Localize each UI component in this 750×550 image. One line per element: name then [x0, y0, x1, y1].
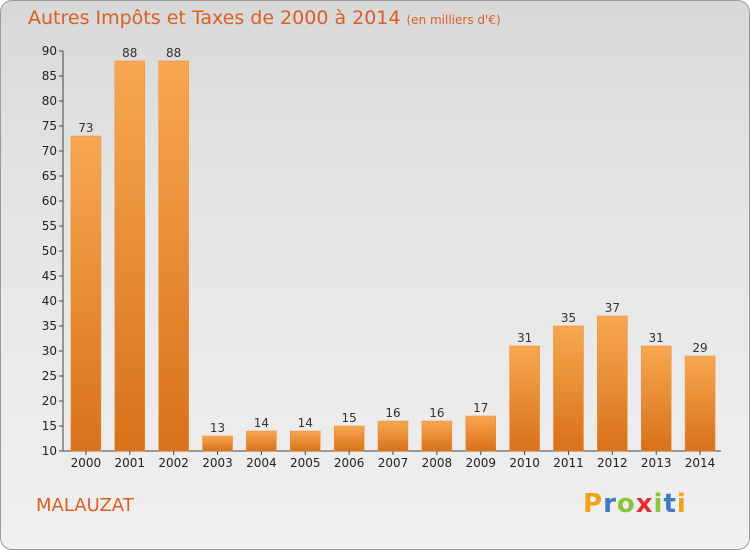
x-tick-label-2004: 2004	[246, 456, 277, 470]
y-tick-label: 45	[42, 269, 57, 283]
proxiti-logo: Proxiti	[583, 489, 687, 519]
bar-outline	[597, 315, 628, 452]
logo-letter: x	[635, 489, 654, 519]
y-tick-label: 20	[42, 394, 57, 408]
bar-outline	[70, 135, 102, 452]
x-tick-label-2014: 2014	[685, 456, 716, 470]
y-tick-label: 75	[42, 119, 57, 133]
logo-letter: o	[616, 489, 636, 519]
x-tick-label-2003: 2003	[202, 456, 233, 470]
place-name: MALAUZAT	[36, 495, 134, 516]
bar-2012	[597, 316, 628, 451]
x-tick-label-2012: 2012	[597, 456, 628, 470]
value-label-2006: 15	[341, 411, 356, 425]
x-tick-label-2010: 2010	[509, 456, 540, 470]
bar-2013	[641, 346, 672, 451]
chart-title-text: Autres Impôts et Taxes de 2000 à 2014	[28, 7, 401, 29]
x-tick-label-2006: 2006	[334, 456, 365, 470]
value-label-2012: 37	[605, 301, 620, 315]
bar-2004	[246, 431, 277, 451]
y-tick-label: 55	[42, 219, 57, 233]
y-tick-label: 85	[42, 69, 57, 83]
bar-outline	[333, 425, 365, 452]
labels: 73 2000 88 2001 88 2002 13 2003 14 2004 14 2005 15 20…	[71, 46, 716, 470]
logo-letter: i	[653, 489, 664, 519]
y-tick-label: 10	[42, 444, 57, 458]
bar-outline	[114, 60, 146, 452]
bar-2011	[553, 326, 584, 451]
y-tick-label: 30	[42, 344, 57, 358]
y-tick-label: 65	[42, 169, 57, 183]
value-label-2009: 17	[473, 401, 488, 415]
x-tick-label-2005: 2005	[290, 456, 321, 470]
bar-2008	[421, 421, 452, 451]
x-tick-label-2000: 2000	[71, 456, 102, 470]
y-tick-label: 25	[42, 369, 57, 383]
y-tick-label: 50	[42, 244, 57, 258]
bar-2005	[290, 431, 321, 451]
bar-2003	[202, 436, 233, 451]
x-tick-label-2001: 2001	[115, 456, 146, 470]
value-label-2008: 16	[429, 406, 444, 420]
y-tick-label: 60	[42, 194, 57, 208]
value-label-2014: 29	[692, 341, 707, 355]
bar-outline	[684, 355, 716, 452]
logo-letter: i	[676, 489, 687, 519]
logo-letter: P	[583, 489, 604, 519]
bar-outline	[465, 415, 496, 452]
value-label-2011: 35	[561, 311, 576, 325]
value-label-2010: 31	[517, 331, 532, 345]
bar-outline	[553, 325, 584, 452]
value-label-2004: 14	[254, 416, 269, 430]
bar-2006	[334, 426, 365, 451]
bar-2001	[114, 61, 145, 451]
bar-2000	[70, 136, 101, 451]
x-tick-label-2007: 2007	[378, 456, 409, 470]
value-label-2001: 88	[122, 46, 137, 60]
y-tick-label: 40	[42, 294, 57, 308]
x-tick-label-2002: 2002	[158, 456, 189, 470]
bar-2007	[378, 421, 408, 451]
value-label-2003: 13	[210, 421, 225, 435]
value-label-2000: 73	[78, 121, 93, 135]
bar-outline	[421, 420, 453, 452]
bar-outline	[246, 430, 277, 452]
bar-outline	[158, 60, 189, 452]
value-label-2013: 31	[649, 331, 664, 345]
bar-outline	[377, 420, 409, 452]
bar-outline	[640, 345, 672, 452]
value-label-2002: 88	[166, 46, 181, 60]
bar-2014	[685, 356, 716, 451]
chart-title: Autres Impôts et Taxes de 2000 à 2014 (en…	[28, 7, 501, 29]
y-tick-label: 80	[42, 94, 57, 108]
bar-outline	[202, 435, 233, 452]
bar-2010	[509, 346, 540, 451]
y-tick-label: 90	[42, 44, 57, 58]
bar-outline	[290, 430, 321, 452]
chart-subtitle: (en milliers d'€)	[406, 13, 501, 27]
x-tick-label-2013: 2013	[641, 456, 672, 470]
x-tick-label-2009: 2009	[465, 456, 496, 470]
x-tick-label-2008: 2008	[422, 456, 453, 470]
bars	[70, 60, 716, 452]
logo-letter: r	[603, 489, 617, 519]
x-tick-label-2011: 2011	[553, 456, 584, 470]
y-tick-label: 70	[42, 144, 57, 158]
logo-letter: t	[663, 489, 677, 519]
bar-2002	[158, 61, 189, 451]
value-label-2007: 16	[385, 406, 400, 420]
y-tick-label: 35	[42, 319, 57, 333]
y-tick-label: 15	[42, 419, 57, 433]
value-label-2005: 14	[298, 416, 313, 430]
bar-outline	[509, 345, 540, 452]
bar-2009	[465, 416, 496, 451]
